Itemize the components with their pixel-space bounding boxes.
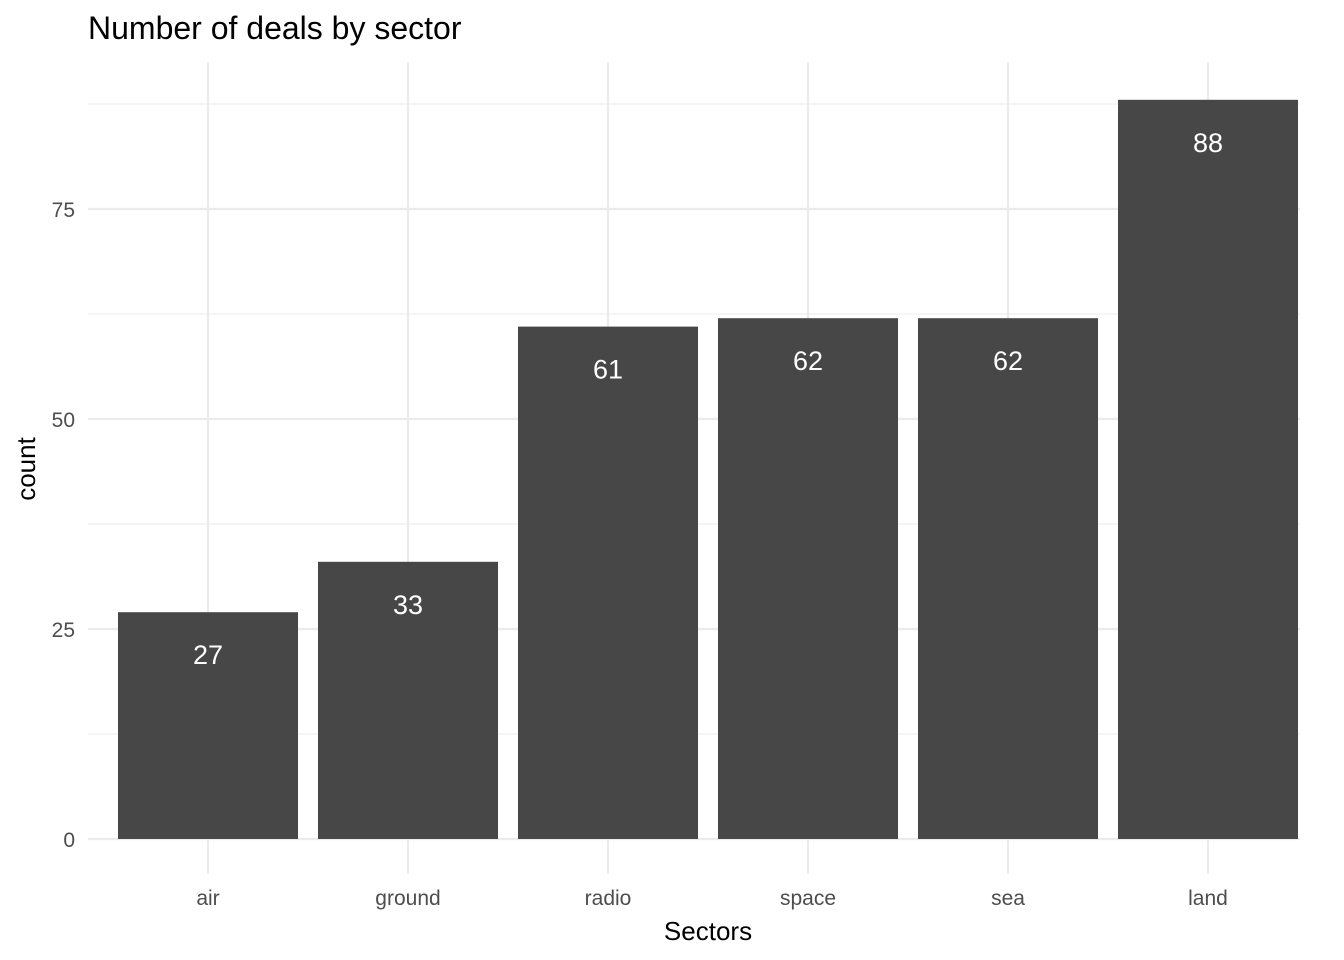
bar-label-air: 27 — [193, 640, 223, 670]
x-tick-label: space — [780, 887, 836, 910]
y-axis-title: count — [11, 436, 41, 500]
bar-space — [718, 318, 898, 839]
bar-label-ground: 33 — [393, 590, 423, 620]
y-tick-label: 50 — [52, 409, 75, 432]
x-tick-label: land — [1188, 887, 1228, 910]
bar-label-sea: 62 — [993, 346, 1023, 376]
bar-label-land: 88 — [1193, 128, 1223, 158]
bar-air — [118, 612, 298, 839]
x-tick-label: air — [196, 887, 219, 910]
x-axis-title: Sectors — [664, 916, 752, 946]
y-tick-label: 0 — [63, 829, 75, 852]
bar-labels: 27 33 61 62 62 88 — [193, 128, 1223, 670]
x-tick-label: sea — [991, 887, 1025, 910]
chart-title: Number of deals by sector — [88, 10, 462, 46]
y-axis-ticks: 0 25 50 75 — [52, 199, 75, 852]
bar-sea — [918, 318, 1098, 839]
x-tick-label: ground — [375, 887, 440, 910]
y-tick-label: 75 — [52, 199, 75, 222]
bar-radio — [518, 326, 698, 840]
y-tick-label: 25 — [52, 619, 75, 642]
x-tick-label: radio — [585, 887, 632, 910]
bar-label-space: 62 — [793, 346, 823, 376]
bars — [118, 99, 1298, 840]
bar-land — [1118, 99, 1298, 840]
bar-ground — [318, 561, 498, 839]
bar-label-radio: 61 — [593, 355, 623, 385]
x-axis-ticks: air ground radio space sea land — [196, 887, 1228, 910]
